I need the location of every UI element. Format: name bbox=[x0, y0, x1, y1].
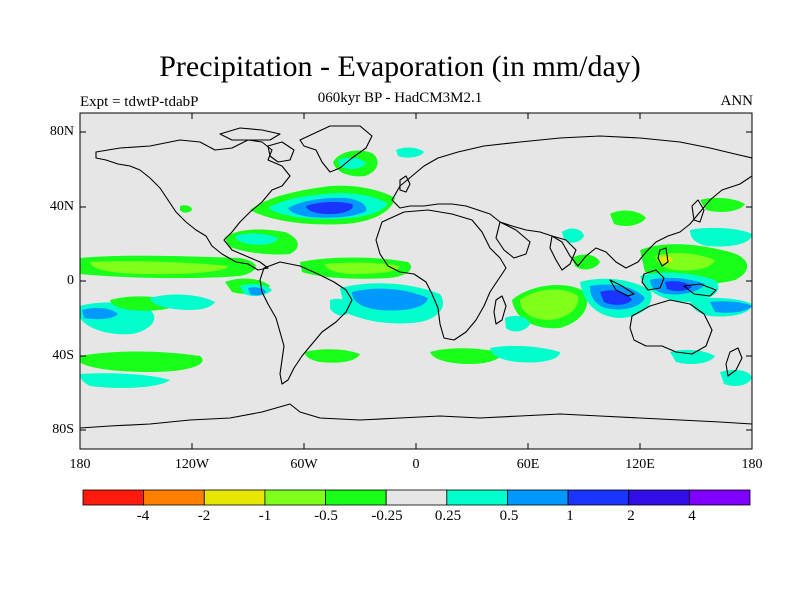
pe-field-cyan-caribbean bbox=[235, 233, 278, 245]
colorbar-swatch bbox=[688, 489, 751, 506]
pe-field-cyan-norwegian-sea bbox=[396, 147, 424, 158]
pe-field-green-east-asia bbox=[610, 210, 646, 226]
coast-africa bbox=[375, 209, 507, 341]
coast-greenland bbox=[299, 125, 373, 173]
pe-field-cyan-brazil-coast bbox=[330, 298, 351, 316]
colorbar-label: 0.5 bbox=[499, 508, 519, 524]
pe-field-cyan-south-atlantic-mid bbox=[490, 345, 560, 363]
colorbar-label: 1 bbox=[566, 508, 574, 524]
lat-label-40s: 40S bbox=[52, 348, 74, 363]
colorbar-label: -4 bbox=[136, 508, 150, 524]
pe-field-darkblue-maritime bbox=[665, 281, 692, 292]
colorbar-swatch bbox=[567, 489, 630, 506]
lat-label-40n: 40N bbox=[49, 199, 74, 214]
coast-borneo bbox=[641, 269, 665, 291]
colorbar-label: 2 bbox=[627, 508, 635, 524]
season-label: ANN bbox=[720, 93, 754, 109]
coast-baffin bbox=[267, 141, 295, 163]
pe-field-cyan-madagascar bbox=[505, 316, 530, 332]
map-background bbox=[80, 113, 752, 449]
colorbar-label: -0.5 bbox=[314, 508, 338, 524]
lat-label-0: 0 bbox=[67, 273, 74, 288]
coast-australia bbox=[629, 299, 713, 355]
pe-field-green-north-pacific bbox=[700, 197, 745, 212]
pe-field-blue-south-pacific bbox=[82, 307, 118, 320]
chart-title: Precipitation - Evaporation (in mm/day) bbox=[159, 50, 641, 83]
pe-field-cyan-pacific-midlat bbox=[80, 373, 170, 388]
coast-eurasia bbox=[391, 135, 752, 269]
pe-anomaly-fields bbox=[80, 147, 752, 388]
coast-india bbox=[549, 235, 577, 271]
coast-new-guinea bbox=[683, 283, 717, 297]
colorbar-swatch bbox=[628, 489, 690, 506]
lon-label-180e: 180 bbox=[741, 457, 763, 472]
pe-field-green-bay-of-bengal bbox=[572, 254, 600, 270]
pe-field-cyan-north-pacific-west bbox=[690, 227, 752, 247]
lon-label-120e: 120E bbox=[625, 457, 655, 472]
lon-tick-marks bbox=[79, 113, 753, 449]
coast-antarctica bbox=[80, 403, 752, 429]
colorbar-label: -0.25 bbox=[371, 508, 403, 524]
lon-label-0: 0 bbox=[412, 457, 420, 472]
lon-label-120w: 120W bbox=[174, 457, 210, 472]
lon-label-60e: 60E bbox=[516, 457, 540, 472]
colorbar bbox=[82, 489, 751, 506]
coast-south-america bbox=[259, 261, 353, 385]
colorbar-label: -1 bbox=[258, 508, 272, 524]
colorbar-swatch bbox=[507, 489, 569, 506]
coast-new-zealand bbox=[725, 347, 743, 377]
pe-field-lime-indian-ocean bbox=[520, 289, 579, 320]
pe-field-lime-pacific-itcz bbox=[90, 261, 228, 275]
pe-field-cyan-india bbox=[562, 228, 584, 243]
pe-field-cyan-southeast-pacific bbox=[150, 294, 215, 310]
lat-tick-marks bbox=[80, 131, 752, 431]
coast-north-america bbox=[95, 139, 291, 271]
colorbar-swatch bbox=[264, 489, 326, 506]
colorbar-swatch bbox=[143, 489, 205, 506]
coast-arctic-islands bbox=[219, 127, 281, 141]
pe-field-green-south-atlantic-west bbox=[305, 349, 360, 363]
lat-label-80n: 80N bbox=[49, 124, 74, 139]
lat-label-80s: 80S bbox=[52, 422, 74, 437]
colorbar-label: -2 bbox=[197, 508, 211, 524]
coast-madagascar bbox=[493, 295, 507, 325]
colorbar-label: 4 bbox=[688, 508, 696, 524]
coastlines bbox=[80, 125, 752, 429]
coast-britain bbox=[399, 175, 411, 193]
pe-field-darkblue-north-atlantic bbox=[306, 201, 353, 214]
colorbar-swatch bbox=[446, 489, 508, 506]
coast-japan bbox=[691, 199, 705, 223]
coast-arabia bbox=[495, 221, 531, 259]
colorbar-swatch bbox=[203, 489, 266, 506]
colorbar-swatch bbox=[82, 489, 145, 506]
colorbar-swatch bbox=[385, 489, 448, 506]
lon-label-60w: 60W bbox=[290, 457, 318, 472]
pe-field-cyan-south-of-australia bbox=[670, 349, 715, 364]
colorbar-swatch bbox=[325, 489, 387, 506]
pe-field-green-hudson bbox=[180, 205, 192, 213]
lon-label-180w: 180 bbox=[69, 457, 91, 472]
colorbar-label: 0.25 bbox=[434, 508, 462, 524]
experiment-label: Expt = tdwtP-tdabP bbox=[80, 94, 199, 110]
pe-field-blue-tasman bbox=[710, 301, 752, 313]
pe-field-yellow-west-pacific bbox=[660, 256, 673, 264]
chart-subtitle: 060kyr BP - HadCM3M2.1 bbox=[317, 90, 483, 106]
pe-field-cyan-labrador bbox=[338, 157, 366, 169]
pe-field-lime-tropical-atlantic bbox=[325, 262, 400, 274]
coast-philippines bbox=[657, 247, 669, 267]
pe-field-green-south-atlantic-mid bbox=[430, 348, 501, 364]
pe-field-green-pacific-midlat bbox=[80, 351, 203, 372]
coast-sumatra bbox=[609, 279, 635, 297]
pe-field-blue-south-atlantic bbox=[352, 288, 428, 311]
